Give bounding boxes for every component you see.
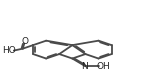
Text: N: N: [82, 62, 88, 71]
Text: O: O: [21, 37, 28, 46]
Text: OH: OH: [97, 62, 110, 71]
Text: HO: HO: [2, 46, 16, 55]
